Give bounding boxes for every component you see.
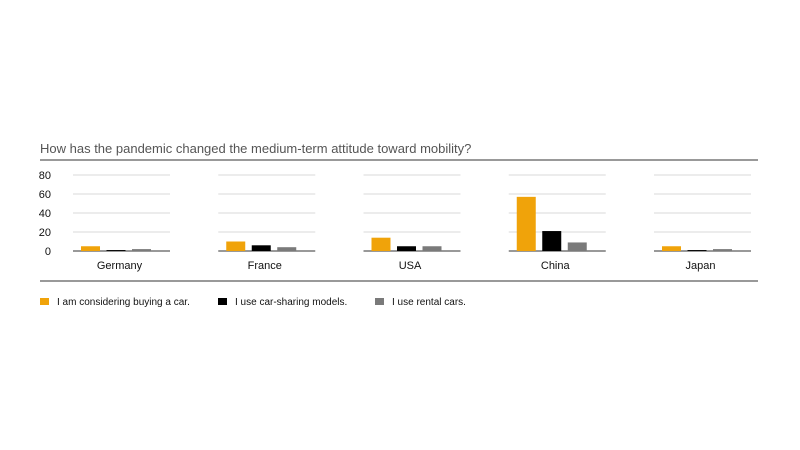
bar-china-i-am-considering-buying-a-car — [516, 196, 536, 251]
x-tick-label-germany: Germany — [97, 260, 143, 272]
legend: I am considering buying a car. I use car-… — [40, 297, 466, 308]
chart-title: How has the pandemic changed the medium-… — [40, 141, 471, 156]
bar-usa-i-use-car-sharing-models — [397, 246, 416, 251]
y-tick-label: 80 — [39, 170, 51, 182]
bar-japan-i-am-considering-buying-a-car — [662, 246, 681, 251]
legend-label-i-use-rental-cars: I use rental cars. — [392, 297, 466, 308]
bar-japan-i-use-car-sharing-models — [687, 250, 707, 251]
bar-germany-i-am-considering-buying-a-car — [81, 246, 100, 251]
bar-france-i-use-car-sharing-models — [251, 245, 271, 251]
bar-germany-i-use-car-sharing-models — [106, 250, 126, 251]
y-tick-label: 20 — [39, 227, 51, 239]
x-tick-label-china: China — [541, 260, 571, 272]
y-axis: 0 20 40 60 80 — [39, 170, 51, 258]
legend-swatch-i-use-rental-cars — [375, 298, 384, 305]
legend-swatch-i-am-considering-buying-a-car — [40, 298, 49, 305]
x-tick-label-france: France — [248, 260, 282, 272]
legend-label-i-am-considering-buying-a-car: I am considering buying a car. — [57, 297, 190, 308]
bar-usa-i-am-considering-buying-a-car — [371, 237, 391, 251]
bar-france-i-am-considering-buying-a-car — [226, 241, 246, 251]
bar-germany-i-use-rental-cars — [132, 249, 151, 251]
bar-japan-i-use-rental-cars — [713, 249, 732, 251]
y-tick-label: 60 — [39, 189, 51, 201]
bars — [81, 196, 732, 251]
bar-france-i-use-rental-cars — [277, 247, 297, 251]
y-tick-label: 40 — [39, 208, 51, 220]
legend-swatch-i-use-car-sharing-models — [218, 298, 227, 305]
x-tick-label-japan: Japan — [686, 260, 716, 272]
x-axis: Germany France USA China Japan — [97, 260, 716, 272]
x-tick-label-usa: USA — [399, 260, 422, 272]
bar-usa-i-use-rental-cars — [422, 246, 442, 251]
gridlines — [73, 174, 751, 252]
bar-china-i-use-car-sharing-models — [542, 231, 562, 251]
bar-china-i-use-rental-cars — [567, 242, 587, 251]
legend-label-i-use-car-sharing-models: I use car-sharing models. — [235, 297, 347, 308]
y-tick-label: 0 — [45, 246, 51, 258]
